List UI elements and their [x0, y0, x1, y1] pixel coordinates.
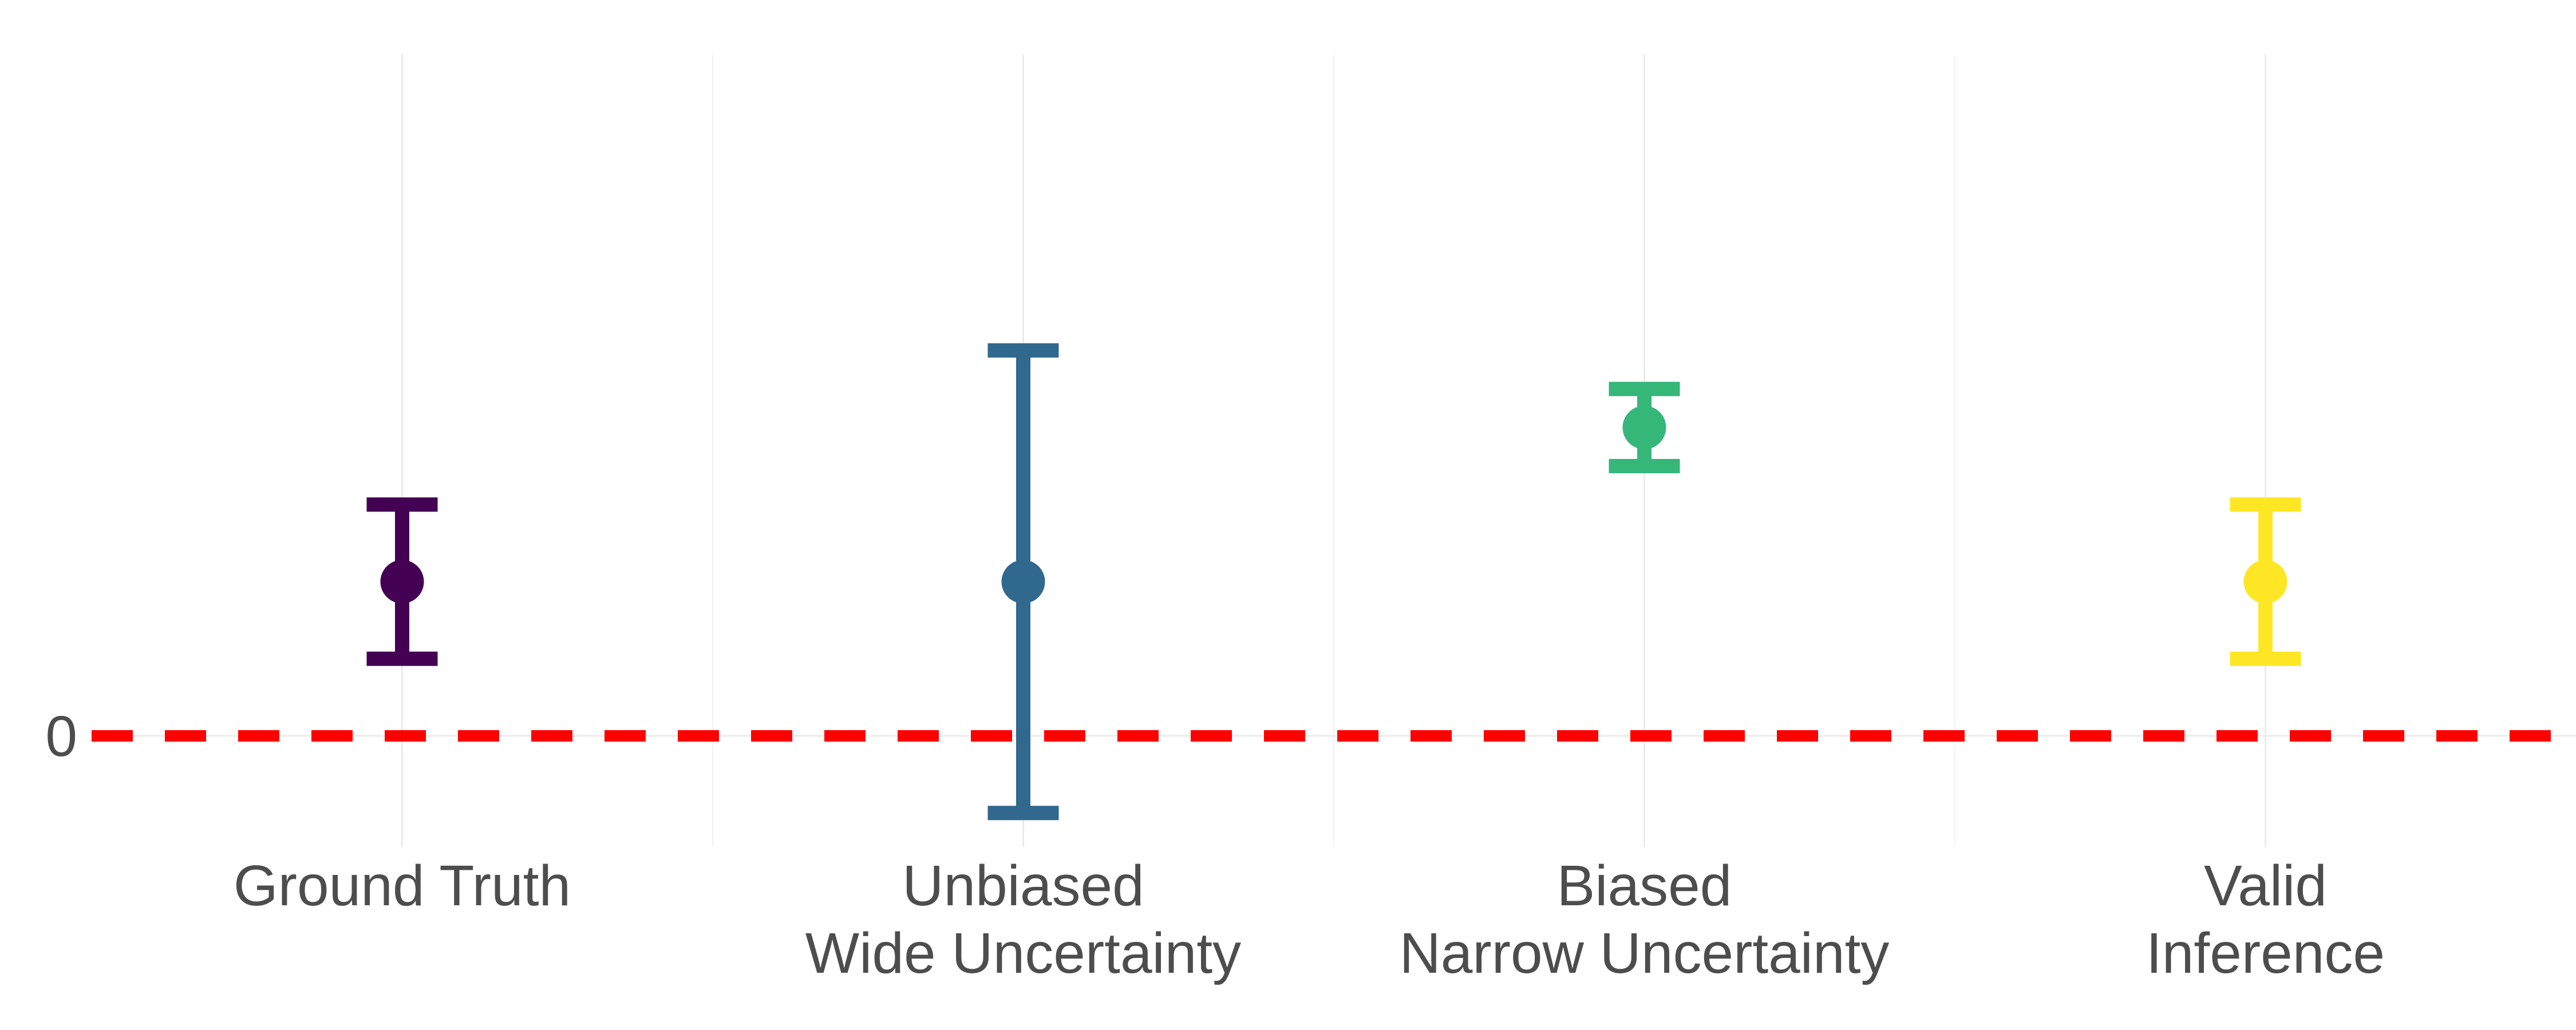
errorbar-group	[366, 497, 438, 666]
y-tick-label: 0	[45, 704, 77, 768]
x-tick-label: Narrow Uncertainty	[1400, 921, 1890, 985]
errorbar-group	[1609, 382, 1680, 473]
point-estimate	[2243, 560, 2287, 604]
errorbar-group	[2230, 497, 2301, 666]
point-estimate	[1001, 560, 1045, 604]
point-estimate	[380, 560, 424, 604]
grid-layer	[92, 54, 2576, 847]
x-tick-label: Ground Truth	[234, 854, 571, 918]
errorbar-group	[987, 343, 1059, 821]
x-tick-label: Unbiased	[902, 854, 1144, 918]
x-tick-label: Valid	[2204, 854, 2327, 918]
x-tick-label: Biased	[1557, 854, 1732, 918]
x-tick-label: Wide Uncertainty	[805, 921, 1241, 985]
point-estimate	[1622, 406, 1666, 450]
x-tick-label: Inference	[2146, 921, 2385, 985]
errorbars-layer	[366, 343, 2301, 821]
